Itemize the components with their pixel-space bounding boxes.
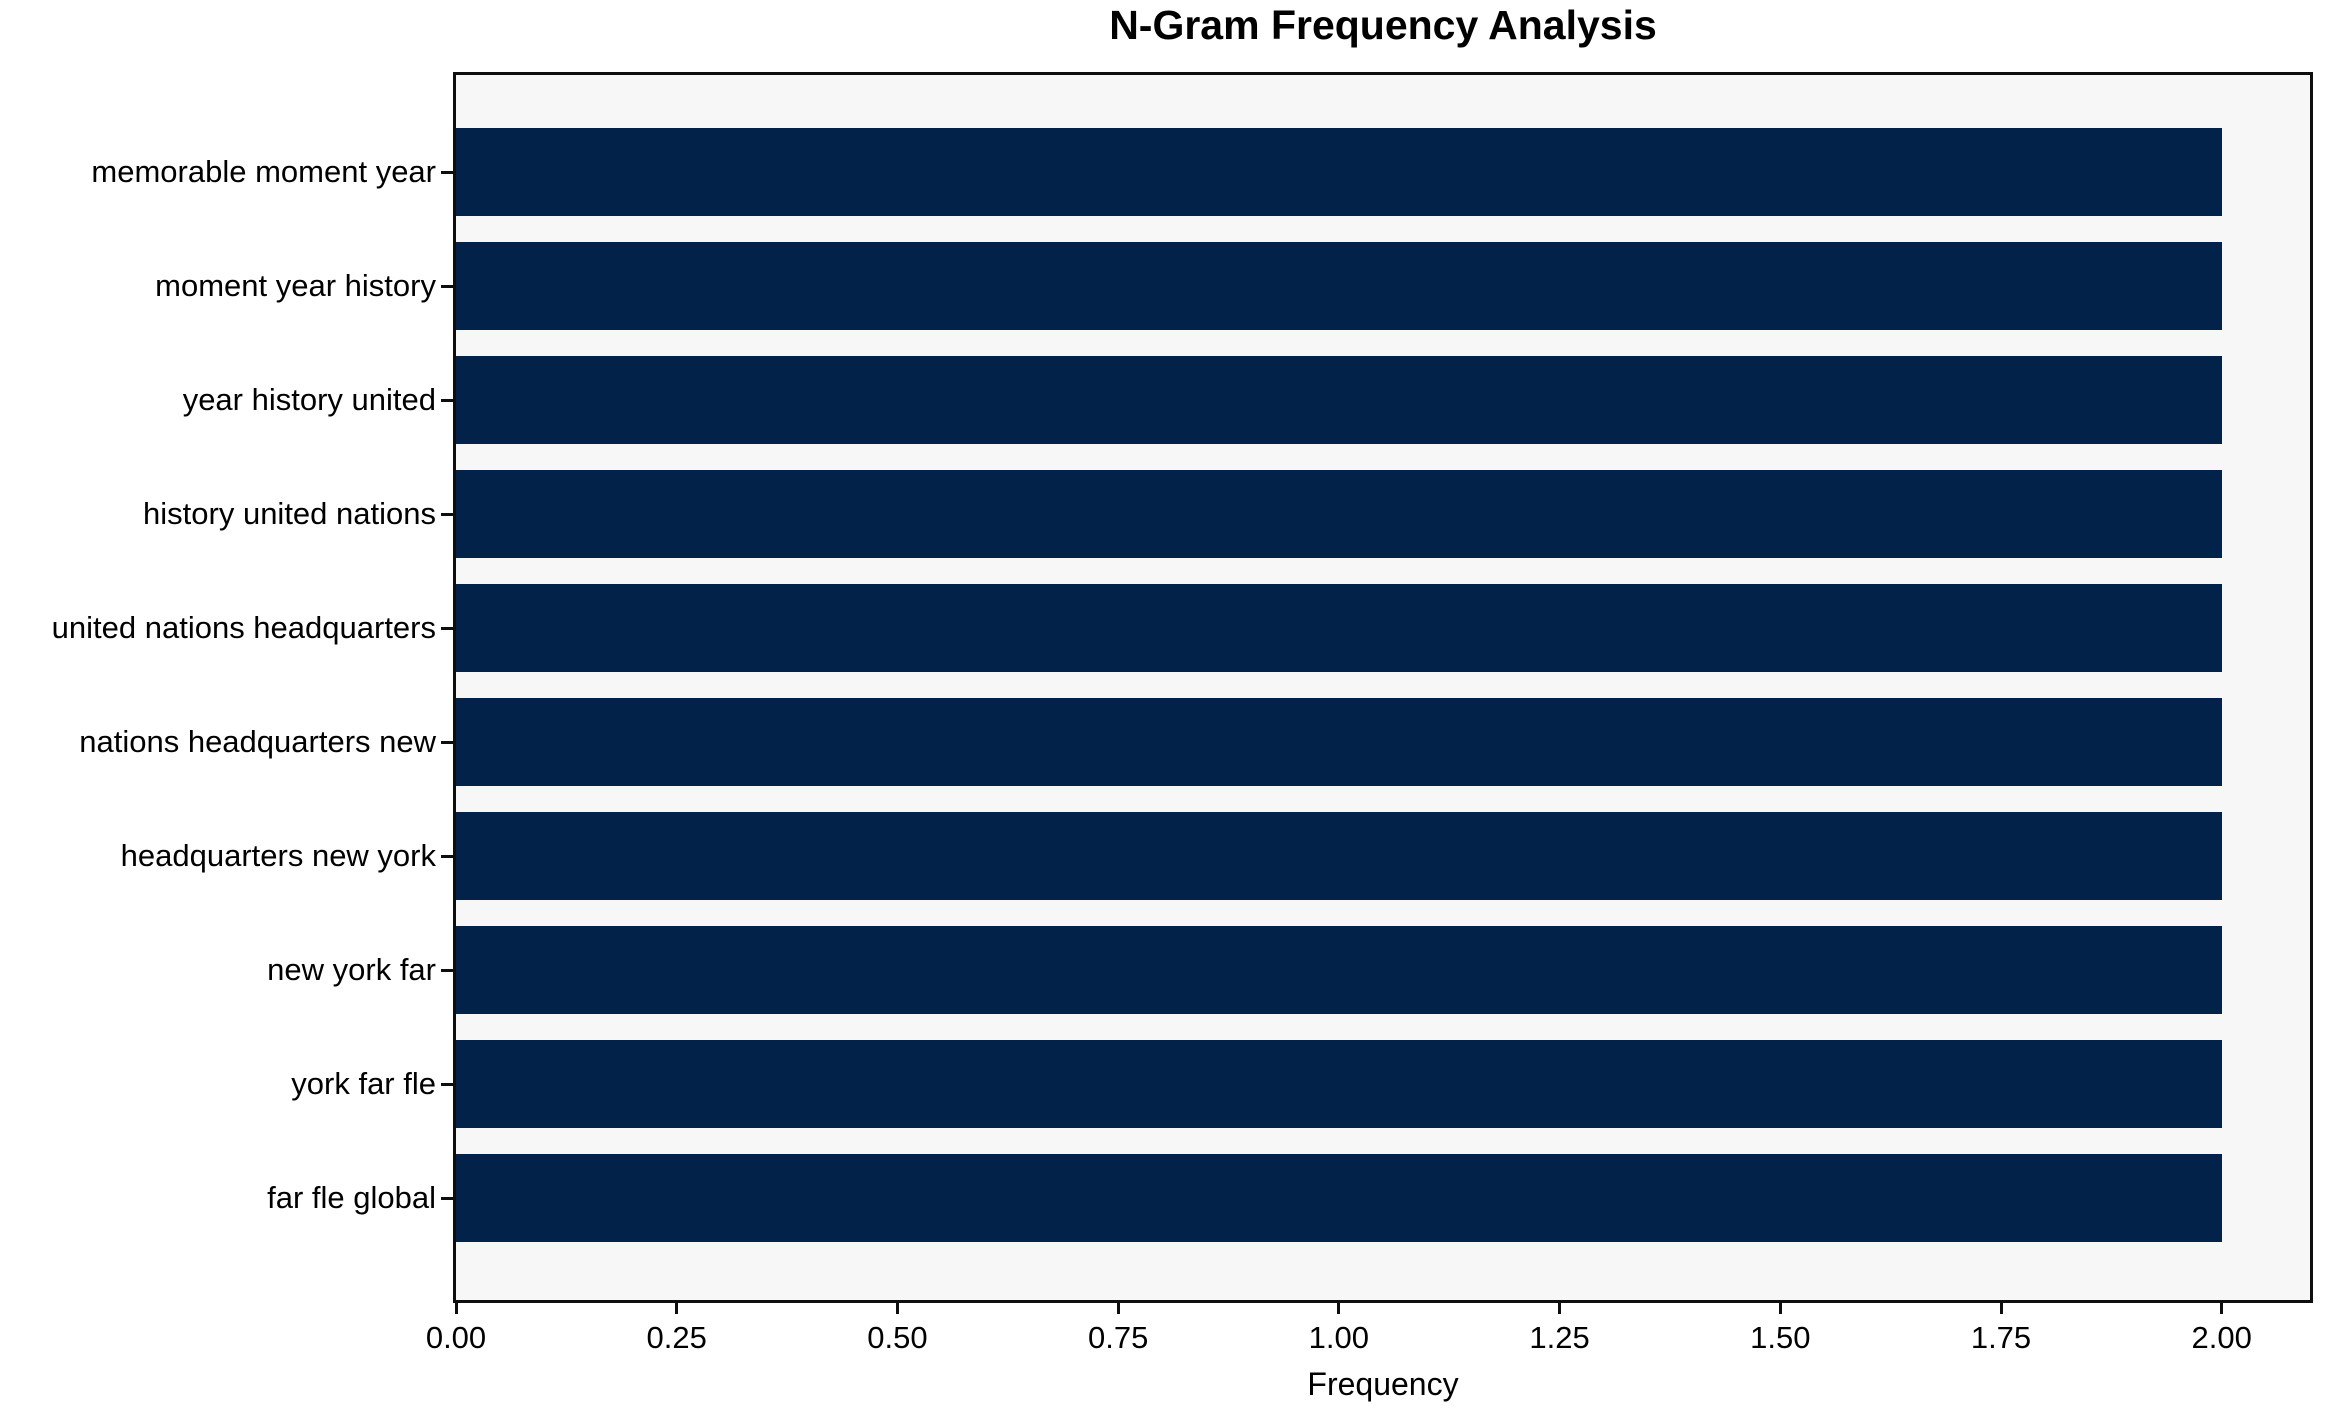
bar-memorable-moment-year	[456, 128, 2222, 216]
x-axis-title: Frequency	[1307, 1366, 1459, 1402]
x-tick-label: 2.00	[2191, 1320, 2252, 1355]
y-tick-label: headquarters new york	[120, 838, 436, 873]
plot-area	[453, 72, 2313, 1303]
bars-layer	[456, 75, 2310, 1300]
y-tick-label: far fle global	[267, 1180, 436, 1215]
x-tick-mark	[1778, 1303, 1782, 1314]
x-tick-label: 1.00	[1308, 1320, 1370, 1355]
x-tick-label: 1.25	[1529, 1320, 1590, 1355]
x-tick-label: 0.00	[425, 1320, 487, 1355]
x-tick-label: 1.75	[1970, 1320, 2032, 1355]
y-tick-mark	[441, 626, 453, 630]
bar-moment-year-history	[456, 242, 2222, 330]
x-tick-mark	[1337, 1303, 1341, 1314]
y-tick-label: year history united	[182, 382, 436, 417]
x-tick-mark	[454, 1303, 458, 1314]
x-tick-label: 0.50	[867, 1320, 928, 1355]
x-tick-label: 0.75	[1087, 1320, 1149, 1355]
y-tick-label: memorable moment year	[91, 154, 436, 189]
bar-new-york-far	[456, 926, 2222, 1014]
bar-united-nations-headquarters	[456, 584, 2222, 672]
y-tick-mark	[441, 1196, 453, 1200]
x-tick-label: 1.50	[1750, 1320, 1811, 1355]
bar-york-far-fle	[456, 1040, 2222, 1128]
x-tick-mark	[1558, 1303, 1562, 1314]
x-tick-label: 0.25	[646, 1320, 707, 1355]
bar-nations-headquarters-new	[456, 698, 2222, 786]
x-tick-mark	[2220, 1303, 2224, 1314]
x-tick-mark	[1116, 1303, 1120, 1314]
x-tick-mark	[895, 1303, 899, 1314]
y-tick-label: nations headquarters new	[79, 724, 436, 759]
y-tick-mark	[441, 968, 453, 972]
y-tick-mark	[441, 1082, 453, 1086]
y-tick-label: york far fle	[291, 1066, 436, 1101]
y-tick-label: united nations headquarters	[51, 610, 436, 645]
x-tick-mark	[675, 1303, 679, 1314]
bar-year-history-united	[456, 356, 2222, 444]
y-tick-mark	[441, 170, 453, 174]
x-tick-mark	[1999, 1303, 2003, 1314]
y-tick-mark	[441, 740, 453, 744]
y-tick-label: moment year history	[155, 268, 436, 303]
bar-history-united-nations	[456, 470, 2222, 558]
y-tick-label: history united nations	[143, 496, 436, 531]
y-tick-mark	[441, 284, 453, 288]
y-tick-label: new york far	[267, 952, 436, 987]
y-tick-mark	[441, 512, 453, 516]
bar-headquarters-new-york	[456, 812, 2222, 900]
y-tick-mark	[441, 398, 453, 402]
y-tick-mark	[441, 854, 453, 858]
chart-title: N-Gram Frequency Analysis	[1109, 2, 1657, 48]
bar-far-fle-global	[456, 1154, 2222, 1242]
